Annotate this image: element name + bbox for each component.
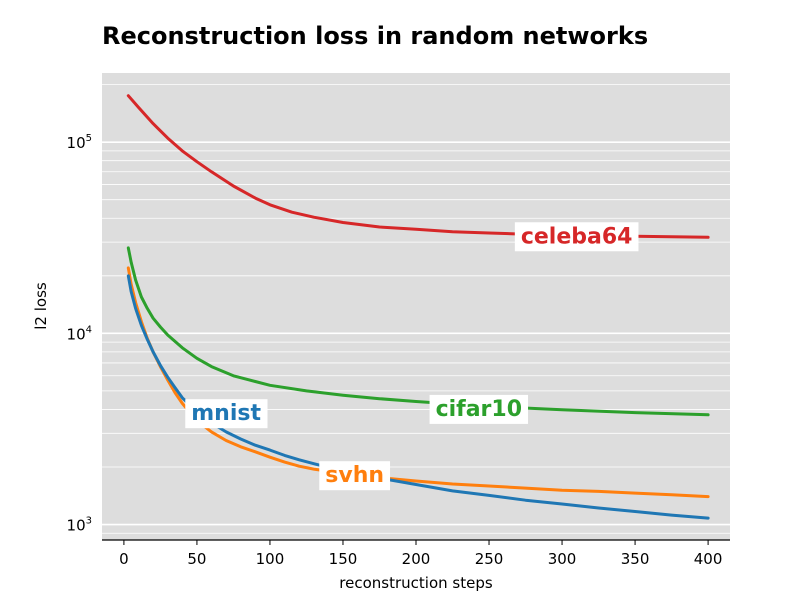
x-tick-label: 200 [402,550,431,568]
x-tick-label: 150 [329,550,358,568]
chart-title: Reconstruction loss in random networks [102,22,648,50]
series-label-layer: celeba64 cifar10 svhn mnist [185,222,639,491]
series-label-background [429,394,529,424]
y-tick-label: 104 [67,324,92,343]
x-tick-label: 350 [621,550,650,568]
y-ticks: 103 104 105 [67,133,92,534]
x-tick-label: 400 [694,550,723,568]
y-tick-label: 103 [67,516,92,535]
series-label-background [319,461,391,491]
x-tick-label: 50 [187,550,206,568]
x-tick-label: 100 [256,550,285,568]
series-label-cifar10: cifar10 [436,397,522,422]
x-ticks: 0 50 100 150 200 250 300 350 400 [119,540,722,568]
series-label-background [514,222,639,252]
x-tick-label: 0 [119,550,129,568]
y-axis-label: l2 loss [32,282,50,330]
y-tick-label: 105 [67,133,92,152]
series-label-celeba64: celeba64 [521,224,633,249]
x-tick-label: 300 [548,550,577,568]
series-label-svhn: svhn [325,463,384,488]
series-label-mnist: mnist [191,401,261,426]
x-axis-label: reconstruction steps [339,574,493,592]
plot-background [102,73,730,540]
x-tick-label: 250 [475,550,504,568]
series-line-mnist [126,274,710,520]
series-label-background [185,399,268,429]
